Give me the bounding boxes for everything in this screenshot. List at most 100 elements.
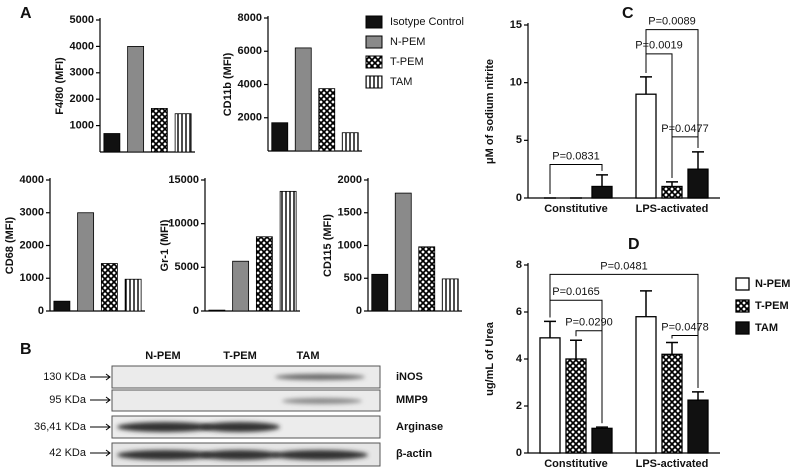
error-bar — [666, 181, 678, 187]
bar — [103, 133, 121, 153]
bar — [174, 113, 192, 153]
p-value: P=0.0019 — [635, 40, 682, 52]
y-tick-label: 6000 — [238, 45, 262, 57]
y-tick-label: 3000 — [20, 207, 44, 219]
band — [117, 450, 213, 460]
y-axis-label: Gr-1 (MFI) — [159, 219, 171, 271]
bar — [661, 353, 683, 454]
significance-bracket — [671, 335, 699, 388]
bar — [271, 122, 289, 152]
error-bar — [570, 339, 582, 359]
legend-swatch — [735, 299, 750, 313]
y-tick-label: 1000 — [338, 239, 362, 251]
panel-label: B — [20, 341, 32, 358]
bar — [127, 46, 145, 153]
y-tick-label: 5 — [516, 134, 522, 146]
band — [275, 374, 365, 380]
bar — [318, 88, 336, 152]
blot-strip — [111, 389, 381, 412]
y-tick-label: 4000 — [20, 174, 44, 186]
p-value: P=0.0477 — [661, 123, 708, 135]
size-label: 95 KDa — [49, 394, 87, 406]
y-tick-label: 4000 — [70, 40, 94, 52]
bar — [100, 263, 118, 312]
bar — [661, 185, 683, 199]
y-axis-label: μM of sodium nitrite — [484, 59, 496, 164]
y-tick-label: 0 — [356, 305, 362, 317]
error-bar — [544, 320, 556, 338]
y-tick-label: 0 — [38, 305, 44, 317]
bar — [371, 273, 389, 312]
arrows — [90, 373, 111, 457]
bar — [394, 192, 412, 312]
bar — [124, 278, 142, 312]
blot-strip — [111, 365, 381, 389]
y-tick-label: 500 — [344, 272, 362, 284]
bar — [150, 108, 168, 153]
error-bar — [666, 341, 678, 355]
bar — [441, 278, 459, 312]
bar — [635, 316, 657, 454]
panel-label: C — [622, 5, 634, 22]
y-tick-label: 1000 — [70, 120, 94, 132]
y-tick-label: 8 — [516, 259, 522, 271]
bar — [687, 399, 709, 454]
legend-label: T-PEM — [390, 56, 424, 68]
protein-label: MMP9 — [396, 394, 428, 406]
y-tick-label: 2000 — [338, 174, 362, 186]
y-tick-label: 6 — [516, 306, 522, 318]
legend-label: Isotype Control — [390, 16, 464, 28]
western-blot: B N-PEM T-PEM TAM 130 KDa 95 KDa 36,41 K… — [20, 341, 443, 467]
y-tick-label: 2000 — [238, 112, 262, 124]
y-tick-label: 15 — [510, 19, 522, 31]
lane-label: TAM — [296, 350, 319, 362]
bar — [341, 132, 359, 152]
legend-label: T-PEM — [755, 300, 789, 312]
bar — [591, 185, 613, 199]
y-tick-label: 10 — [510, 77, 522, 89]
error-bar — [692, 391, 704, 401]
x-tick-label: LPS-activated — [636, 458, 709, 470]
y-tick-label: 2000 — [20, 239, 44, 251]
y-tick-label: 10000 — [168, 218, 199, 230]
y-tick-label: 5000 — [175, 261, 199, 273]
legend-swatch — [365, 35, 383, 49]
size-label: 42 KDa — [49, 447, 87, 459]
y-axis-label: CD11b (MFI) — [222, 52, 234, 116]
panel-label: A — [20, 5, 32, 22]
y-tick-label: 0 — [516, 192, 522, 204]
legend-label: N-PEM — [755, 278, 790, 290]
significance-bracket — [549, 164, 603, 194]
y-tick-label: 0 — [193, 305, 199, 317]
error-bar — [692, 151, 704, 170]
error-bar — [640, 290, 652, 317]
band — [117, 422, 213, 432]
bar — [208, 309, 226, 312]
y-axis-label: CD115 (MFI) — [322, 214, 334, 277]
bar — [635, 93, 657, 199]
bar — [418, 246, 436, 312]
band — [200, 450, 280, 460]
panel-label: D — [628, 236, 640, 253]
bar — [539, 337, 561, 454]
y-tick-label: 2000 — [70, 93, 94, 105]
legend-swatch — [365, 15, 383, 29]
y-tick-label: 4 — [516, 353, 523, 365]
band — [200, 422, 280, 432]
p-value: P=0.0831 — [552, 150, 599, 162]
error-bar — [596, 174, 608, 187]
p-value: P=0.0478 — [661, 321, 708, 333]
error-bar — [596, 426, 608, 429]
p-value: P=0.0481 — [600, 260, 647, 272]
bar — [591, 427, 613, 454]
band — [282, 398, 362, 404]
legend-swatch — [735, 277, 750, 291]
legend-swatch — [735, 321, 750, 335]
y-tick-label: 4000 — [238, 78, 262, 90]
legend-label: TAM — [755, 322, 778, 334]
significance-bracket — [645, 29, 699, 148]
p-value: P=0.0165 — [552, 286, 599, 298]
significance-bracket — [645, 53, 673, 178]
y-axis-label: CD68 (MFI) — [4, 216, 16, 274]
